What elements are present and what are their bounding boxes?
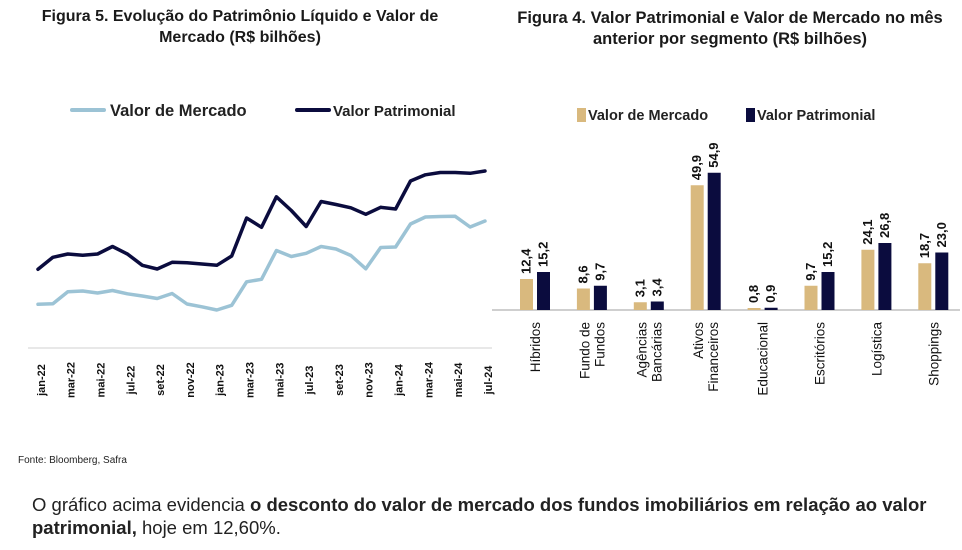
line-chart-figure-5: Valor de Mercado Valor Patrimonial jan-22 m… xyxy=(28,102,495,398)
bar-mercado xyxy=(576,288,590,310)
x-tick-label: mar-24 xyxy=(423,361,435,398)
data-label: 0,9 xyxy=(763,285,778,303)
x-tick-label: jul-22 xyxy=(125,366,137,396)
data-label: 24,1 xyxy=(860,219,875,244)
x-tick-label: nov-23 xyxy=(364,362,376,397)
category-label-line: Financeiros xyxy=(706,322,721,392)
x-tick-label: jul-24 xyxy=(483,365,495,396)
category-label: Logística xyxy=(869,322,884,377)
category-label-line: Agências xyxy=(634,322,649,378)
bar-mercado xyxy=(861,249,875,310)
x-tick-label: mai-24 xyxy=(453,362,465,398)
data-label: 54,9 xyxy=(706,142,721,167)
x-tick-label: set-22 xyxy=(155,364,167,396)
commentary-text: O gráfico acima evidencia o desconto do … xyxy=(32,493,957,539)
category-label: Escritórios xyxy=(813,322,828,385)
bar-patrimonial xyxy=(537,272,550,310)
category-label: Híbridos xyxy=(528,322,543,373)
x-tick-label: jan-24 xyxy=(394,363,406,397)
bar-patrimonial xyxy=(935,252,949,310)
data-label: 12,4 xyxy=(519,248,534,274)
data-label: 23,0 xyxy=(934,222,949,247)
x-tick-label: mai-22 xyxy=(96,363,108,398)
data-label: 3,1 xyxy=(632,279,647,297)
series-line-2 xyxy=(36,169,487,272)
legend-label-2: Valor Patrimonial xyxy=(333,103,456,120)
legend-label-1: Valor de Mercado xyxy=(110,102,247,120)
data-label: 15,2 xyxy=(820,242,835,267)
x-tick-label: nov-22 xyxy=(185,362,197,397)
bar-mercado xyxy=(747,308,761,310)
x-tick-label: mar-23 xyxy=(245,362,257,398)
data-label: 9,7 xyxy=(592,263,607,281)
bar-patrimonial xyxy=(764,307,778,310)
category-label-line: Logística xyxy=(869,322,884,377)
x-tick-label: mai-23 xyxy=(274,363,286,398)
category-label-line: Híbridos xyxy=(528,322,543,373)
bar-patrimonial xyxy=(593,285,607,310)
data-label: 0,8 xyxy=(746,285,761,303)
category-label: Fundo de Fundos xyxy=(577,322,607,379)
category-label: Shoppings xyxy=(926,322,941,386)
category-label-line: Fundos xyxy=(592,322,607,367)
x-tick-label: mar-22 xyxy=(66,362,78,398)
source-note: Fonte: Bloomberg, Safra xyxy=(18,455,127,466)
data-label: 49,9 xyxy=(689,155,704,180)
bar-mercado xyxy=(690,185,704,310)
series-line-1 xyxy=(36,214,487,312)
x-tick-label: jul-23 xyxy=(304,366,316,396)
commentary-part-3: hoje em 12,60%. xyxy=(136,517,281,538)
bar-mercado xyxy=(918,263,932,310)
x-tick-label: set-23 xyxy=(334,364,346,396)
data-label: 18,7 xyxy=(917,233,932,258)
category-label-line: Bancárias xyxy=(649,322,664,382)
commentary-part-1: O gráfico acima evidencia xyxy=(32,494,250,515)
bar-mercado xyxy=(804,285,818,310)
data-label: 3,4 xyxy=(649,278,664,297)
commentary-emphasis: o desconto do valor de mercado dos fundo… xyxy=(32,494,927,538)
category-label: Ativos Financeiros xyxy=(691,322,721,392)
x-tick-label: jan-22 xyxy=(36,364,48,397)
data-label: 15,2 xyxy=(536,242,551,267)
category-label-line: Ativos xyxy=(691,322,706,359)
bar-patrimonial xyxy=(821,272,835,310)
x-tick-label: jan-23 xyxy=(215,364,227,397)
bar-patrimonial xyxy=(878,243,892,310)
figure-5-title: Figura 5. Evolução do Patrimônio Líquido… xyxy=(41,8,439,46)
legend-label-2: Valor Patrimonial xyxy=(757,108,875,124)
bar-mercado xyxy=(633,302,647,310)
category-label-line: Educacional xyxy=(756,322,771,396)
bar-patrimonial xyxy=(650,301,664,310)
category-label-line: Escritórios xyxy=(813,322,828,385)
bar-mercado xyxy=(520,279,533,310)
legend-swatch-1 xyxy=(577,108,586,122)
category-label-line: Fundo de xyxy=(577,322,592,379)
data-label: 26,8 xyxy=(877,213,892,238)
data-label: 8,6 xyxy=(575,265,590,283)
category-label-line: Shoppings xyxy=(926,322,941,386)
category-label: Educacional xyxy=(756,322,771,396)
category-label: Agências Bancárias xyxy=(634,322,664,382)
data-label: 9,7 xyxy=(803,263,818,281)
legend-label-1: Valor de Mercado xyxy=(588,108,708,124)
legend-swatch-2 xyxy=(746,108,755,122)
figure-4-title: Figura 4. Valor Patrimonial e Valor de M… xyxy=(517,9,943,48)
bar-patrimonial xyxy=(707,172,721,310)
